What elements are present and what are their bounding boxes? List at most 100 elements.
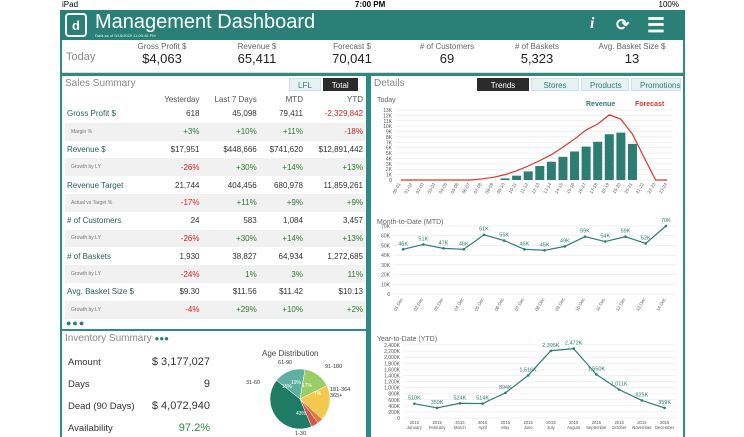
x-tick-label: 21-22 <box>635 182 645 195</box>
chart-title: Today <box>377 97 396 104</box>
table-cell: +2% <box>346 305 363 315</box>
table-row[interactable]: Revenue Target 21,744 404,456 680,978 11,859… <box>65 176 365 194</box>
bar <box>512 175 522 180</box>
data-point <box>435 406 439 410</box>
data-label: 1,550K <box>588 366 606 372</box>
row-label: Margin % <box>71 128 93 135</box>
row-label: Growth by LY <box>71 164 101 171</box>
x-tick-label: 01-02 <box>403 182 413 195</box>
table-cell: $741,620 <box>269 144 303 154</box>
table-row[interactable]: Growth by LY -4% +29% +10% +2% <box>65 300 365 319</box>
mtd-chart: Month-to-Date (MTD) 0 10K 20K 30K 40K 50K 60K 70… <box>377 218 676 312</box>
row-label: Avg. Basket Size $ <box>67 287 134 297</box>
y-tick-label: 9K <box>386 130 393 136</box>
details-tabs: Trends Stores Products Promotions <box>475 78 681 91</box>
sales-summary-title: Sales Summary <box>65 78 136 89</box>
tab-promotions[interactable]: Promotions <box>631 78 681 91</box>
data-label: 359K <box>431 400 444 406</box>
legend-forecast: Forecast <box>635 101 665 108</box>
table-cell: 3,457 <box>342 216 363 226</box>
more-dots-icon[interactable]: ●●● <box>66 318 86 328</box>
data-label: 510K <box>408 396 421 402</box>
refresh-icon[interactable]: ⟳ <box>616 17 630 34</box>
x-tick-label: April <box>478 425 486 430</box>
y-tick-label: 3K <box>386 162 393 168</box>
info-icon[interactable]: i <box>590 15 595 32</box>
y-tick-label: 6K <box>386 146 393 152</box>
table-row[interactable]: Gross Profit $ 618 45,098 79,411 -2,329,842 <box>65 105 365 123</box>
y-tick-label: 1,600K <box>384 367 401 373</box>
table-cell: 404,456 <box>227 180 257 190</box>
table-row[interactable]: Growth by LY -24% 1% 3% 11% <box>65 265 365 283</box>
table-row[interactable]: # of Customers 24 583 1,084 3,457 <box>65 212 365 230</box>
row-label: Growth by LY <box>71 235 101 242</box>
table-row[interactable]: Actual vs Target % -17% +11% +9% +9% <box>65 193 365 212</box>
table-row[interactable]: Revenue $ $17,951 $448,666 $741,620 $12,891,… <box>65 141 365 159</box>
data-date: Data as of 5/15/2019 11:00:48 PM <box>95 33 156 38</box>
data-point <box>617 388 621 391</box>
row-label: Actual vs Target % <box>71 199 113 206</box>
x-tick-label: 12 Dec <box>615 296 627 311</box>
y-tick-label: 0 <box>389 178 392 184</box>
tab-lfl[interactable]: LFL <box>289 78 321 91</box>
x-tick-year: 2015 <box>592 420 602 425</box>
data-point <box>422 243 425 246</box>
data-point <box>583 235 587 238</box>
age-distribution-title: Age Distribution <box>262 349 319 358</box>
data-label: 51K <box>418 236 428 242</box>
data-point <box>442 247 445 250</box>
data-label: 524K <box>453 395 466 401</box>
table-row[interactable]: Margin % +3% +10% +11% -18% <box>65 122 365 141</box>
table-cell: +11% <box>236 198 257 208</box>
table-row[interactable]: Growth by LY -26% +30% +14% +13% <box>65 229 365 248</box>
kpi-2: Forecast $70,041 <box>307 42 397 66</box>
bar <box>535 166 545 180</box>
data-point <box>663 406 666 410</box>
x-tick-label: 17-18 <box>588 182 598 195</box>
table-cell: -26% <box>180 233 200 243</box>
tab-stores[interactable]: Stores <box>531 78 579 91</box>
table-cell: +30% <box>236 162 257 172</box>
table-cell: 1,084 <box>282 216 303 226</box>
menu-icon[interactable]: ☰ <box>647 15 665 37</box>
tab-trends[interactable]: Trends <box>477 78 529 91</box>
data-point <box>543 248 546 252</box>
column-header-metric <box>65 93 153 105</box>
data-label: 47K <box>439 240 449 246</box>
table-row[interactable]: Growth by LY -26% +30% +14% +13% <box>65 158 365 177</box>
bar <box>604 134 614 180</box>
x-tick-label: 14-15 <box>554 182 564 195</box>
series-line <box>414 347 665 409</box>
x-tick-label: 06 Dec <box>494 296 506 311</box>
tab-products[interactable]: Products <box>581 78 629 91</box>
bar <box>627 143 637 180</box>
data-point <box>640 399 644 402</box>
x-tick-year: 2015 <box>523 420 533 425</box>
kpi-value: 65,411 <box>237 51 277 66</box>
table-cell: 21,744 <box>175 180 200 190</box>
more-dots-icon[interactable]: ●●● <box>154 334 169 343</box>
table-cell: $9.30 <box>179 287 200 297</box>
sales-tabs: LFL Total <box>287 78 358 91</box>
pie-percent: 19% <box>291 380 302 386</box>
tab-total[interactable]: Total <box>322 78 358 91</box>
y-tick-label: 8K <box>386 135 393 141</box>
y-tick-label: 11K <box>383 119 392 125</box>
data-point <box>481 402 484 405</box>
x-tick-label: 09 Dec <box>554 296 566 311</box>
row-label: Growth by LY <box>71 271 101 278</box>
inventory-label: Dead (90 Days) <box>68 401 135 412</box>
x-tick-label: 07 Dec <box>514 296 526 311</box>
table-cell: +10% <box>282 305 303 315</box>
legend-revenue: Revenue <box>586 101 615 108</box>
table-row[interactable]: Avg. Basket Size $ $9.30 $11.56 $11.42 $10.1… <box>65 283 365 301</box>
inventory-summary-title: Inventory Summary ●●● <box>65 333 169 344</box>
table-cell: 79,411 <box>279 109 303 119</box>
table-cell: 38,827 <box>232 251 257 261</box>
table-row[interactable]: # of Baskets 1,930 38,827 64,934 1,272,685 <box>65 247 365 265</box>
x-tick-label: 10-11 <box>508 182 518 195</box>
x-tick-label: September <box>586 425 607 430</box>
x-tick-label: 13-14 <box>542 182 552 195</box>
x-tick-year: 2015 <box>501 420 511 425</box>
